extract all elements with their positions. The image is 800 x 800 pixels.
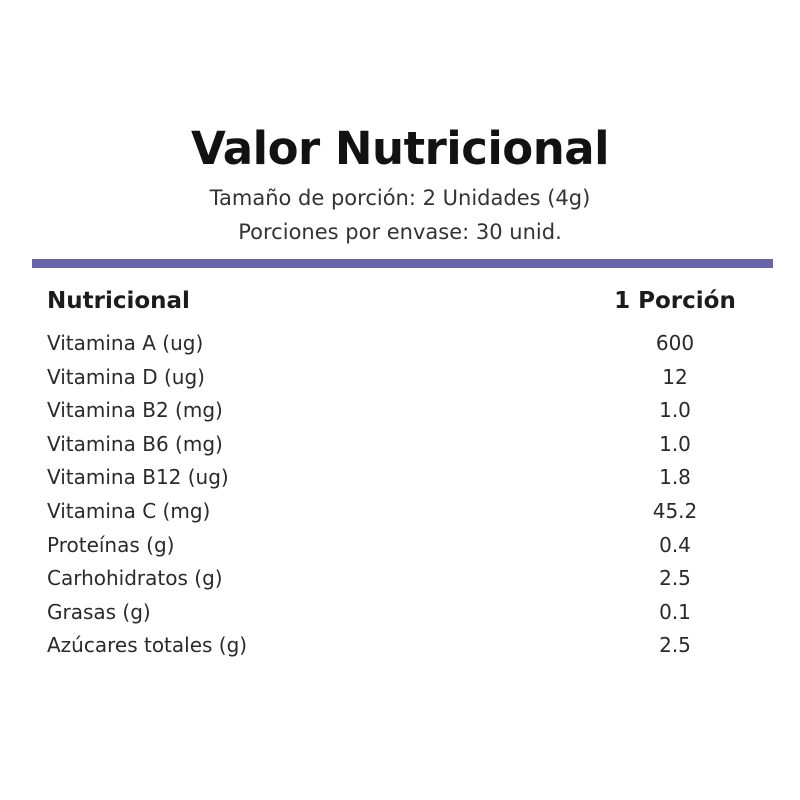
serving-size-text: Tamaño de porción: 2 Unidades (4g) bbox=[209, 186, 591, 210]
nutrient-value: 0.1 bbox=[659, 599, 691, 624]
nutrient-value: 2.5 bbox=[659, 566, 691, 591]
table-row: Grasas (g) 0.1 bbox=[0, 596, 800, 630]
table-row: Vitamina B6 (mg) 1.0 bbox=[0, 428, 800, 462]
nutrition-table-body: Vitamina A (ug) 600 Vitamina D (ug) 12 V… bbox=[0, 327, 800, 663]
table-row: Vitamina A (ug) 600 bbox=[0, 327, 800, 361]
table-row: Proteínas (g) 0.4 bbox=[0, 529, 800, 563]
nutrient-value: 1.0 bbox=[659, 431, 691, 456]
table-row: Vitamina D (ug) 12 bbox=[0, 361, 800, 395]
header-divider bbox=[32, 259, 773, 268]
column-header-nutrient: Nutricional bbox=[47, 288, 190, 314]
nutrient-name: Vitamina A (ug) bbox=[47, 331, 204, 355]
table-header: Nutricional 1 Porción bbox=[0, 285, 800, 323]
nutrient-value: 12 bbox=[662, 364, 688, 389]
nutrient-value: 0.4 bbox=[659, 532, 691, 557]
table-row: Vitamina B2 (mg) 1.0 bbox=[0, 394, 800, 428]
table-row: Carhohidratos (g) 2.5 bbox=[0, 562, 800, 596]
nutrient-value: 600 bbox=[655, 331, 695, 355]
nutrient-name: Vitamina B2 (mg) bbox=[47, 398, 223, 423]
nutrient-value: 1.0 bbox=[659, 398, 691, 423]
nutrient-value: 1.8 bbox=[659, 465, 691, 490]
table-row: Vitamina C (mg) 45.2 bbox=[0, 495, 800, 529]
column-header-serving: 1 Porción bbox=[614, 288, 736, 314]
nutrient-value: 45.2 bbox=[652, 498, 698, 523]
nutrient-name: Vitamina D (ug) bbox=[47, 364, 205, 389]
nutrient-value: 2.5 bbox=[659, 633, 691, 658]
nutrient-name: Grasas (g) bbox=[47, 599, 151, 624]
nutrient-name: Vitamina B6 (mg) bbox=[47, 431, 223, 456]
nutrient-name: Vitamina C (mg) bbox=[47, 498, 211, 523]
nutrient-name: Vitamina B12 (ug) bbox=[47, 465, 229, 490]
nutrient-name: Carhohidratos (g) bbox=[47, 566, 223, 591]
table-row: Azúcares totales (g) 2.5 bbox=[0, 629, 800, 663]
servings-per-container-text: Porciones por envase: 30 unid. bbox=[238, 220, 562, 244]
nutrient-name: Azúcares totales (g) bbox=[47, 633, 248, 658]
table-row: Vitamina B12 (ug) 1.8 bbox=[0, 461, 800, 495]
nutrient-name: Proteínas (g) bbox=[47, 532, 175, 557]
label-title: Valor Nutricional bbox=[190, 122, 610, 175]
